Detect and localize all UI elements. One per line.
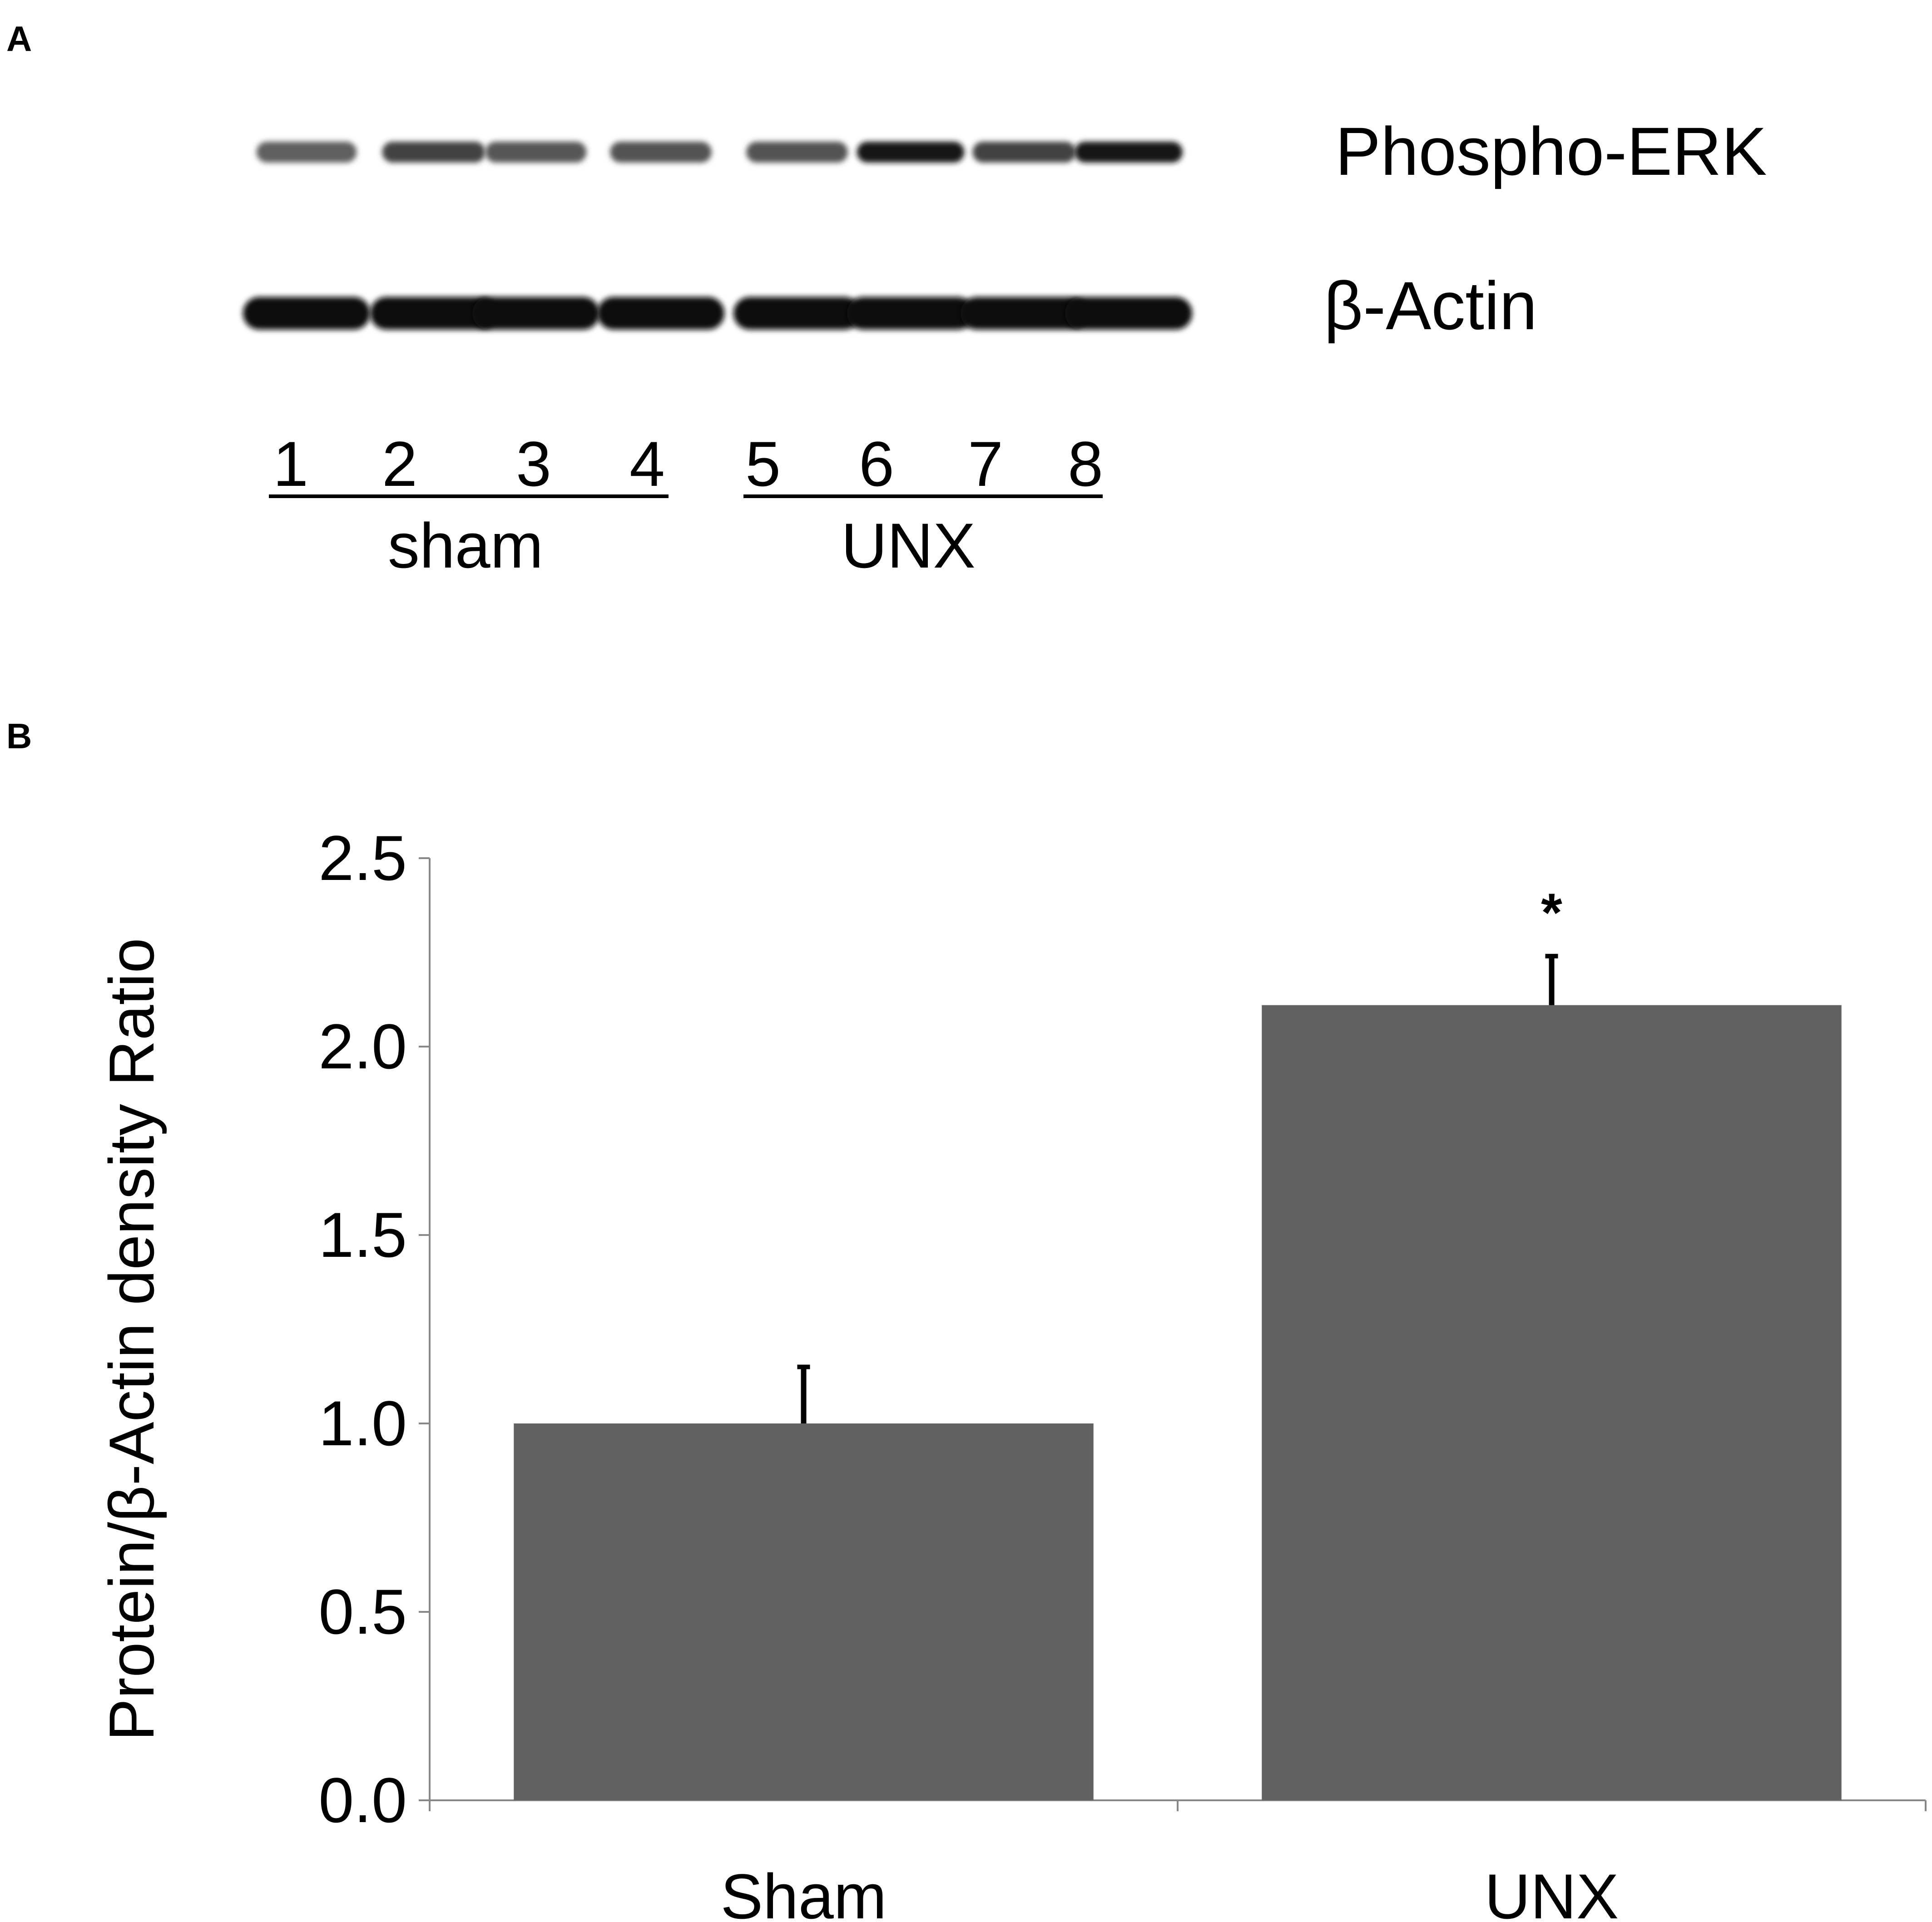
y-tick-label: 1.0 bbox=[318, 1388, 407, 1459]
beta-actin-band-2 bbox=[370, 297, 497, 330]
phospho-erk-band-5 bbox=[746, 142, 848, 163]
y-tick-label: 0.0 bbox=[318, 1764, 407, 1836]
x-ticks bbox=[429, 1800, 1927, 1811]
y-tick-label: 2.0 bbox=[318, 1011, 407, 1082]
lane-number-5: 5 bbox=[745, 428, 781, 499]
beta-actin-label: β-Actin bbox=[1324, 267, 1537, 344]
lane-number-4: 4 bbox=[629, 428, 665, 499]
bars bbox=[514, 1005, 1842, 1800]
beta-actin-band-7 bbox=[961, 297, 1088, 330]
significance-marker: * bbox=[1541, 882, 1562, 943]
beta-actin-band-1 bbox=[243, 297, 370, 330]
phospho-erk-blot bbox=[256, 142, 1183, 163]
phospho-erk-band-2 bbox=[382, 142, 485, 163]
sham-group-label: sham bbox=[388, 510, 543, 581]
panel-b-label: B bbox=[6, 716, 32, 756]
phospho-erk-band-6 bbox=[857, 142, 965, 163]
unx-group-label: UNX bbox=[841, 510, 976, 581]
lane-number-8: 8 bbox=[1068, 428, 1103, 499]
lane-number-3: 3 bbox=[516, 428, 551, 499]
lane-number-2: 2 bbox=[382, 428, 417, 499]
beta-actin-band-6 bbox=[847, 297, 974, 330]
phospho-erk-band-3 bbox=[485, 142, 587, 163]
bar-chart: 0.0 0.5 1.0 1.5 2.0 2.5 * Sham UNX Protein/β-A… bbox=[96, 822, 1927, 1922]
phospho-erk-band-7 bbox=[972, 142, 1076, 163]
beta-actin-blot bbox=[243, 297, 1192, 330]
panel-a-label: A bbox=[6, 19, 32, 59]
beta-actin-band-5 bbox=[733, 297, 861, 330]
phospho-erk-band-4 bbox=[610, 142, 712, 163]
bar-unx bbox=[1262, 1005, 1842, 1800]
phospho-erk-label: Phospho-ERK bbox=[1335, 113, 1767, 189]
y-ticks: 0.0 0.5 1.0 1.5 2.0 2.5 bbox=[318, 822, 430, 1836]
y-axis-title: Protein/β-Actin density Ratio bbox=[96, 938, 167, 1741]
lane-number-6: 6 bbox=[859, 428, 894, 499]
x-tick-label-sham: Sham bbox=[721, 1861, 887, 1920]
beta-actin-band-8 bbox=[1065, 297, 1192, 330]
y-tick-label: 0.5 bbox=[318, 1576, 407, 1647]
y-tick-label: 2.5 bbox=[318, 822, 407, 894]
x-tick-label-unx: UNX bbox=[1485, 1861, 1619, 1920]
phospho-erk-band-1 bbox=[256, 142, 357, 163]
beta-actin-band-3 bbox=[472, 297, 599, 330]
y-tick-label: 1.5 bbox=[318, 1199, 407, 1270]
error-bars: * bbox=[797, 882, 1562, 1423]
phospho-erk-band-8 bbox=[1075, 142, 1183, 163]
lane-number-7: 7 bbox=[968, 428, 1003, 499]
x-tick-labels: Sham UNX bbox=[721, 1861, 1619, 1922]
bar-sham bbox=[514, 1423, 1094, 1800]
lane-number-1: 1 bbox=[273, 428, 308, 499]
beta-actin-band-4 bbox=[597, 297, 724, 330]
